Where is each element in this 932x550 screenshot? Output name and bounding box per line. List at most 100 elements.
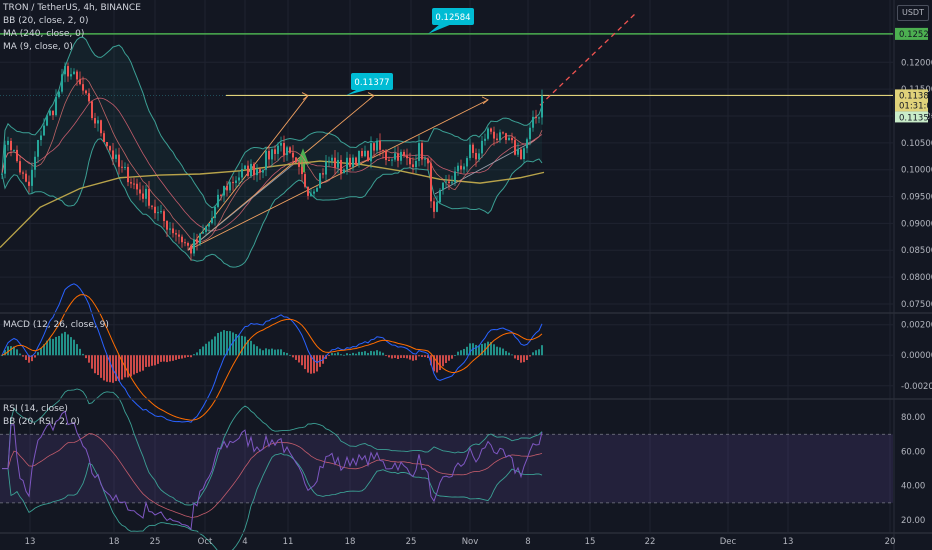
x-tick-label: 20 [885, 537, 896, 547]
callout-top[interactable]: 0.12584 [428, 8, 474, 34]
legend-rsi[interactable]: RSI (14, close) [3, 404, 68, 414]
candle-body [283, 142, 285, 156]
x-tick-label: 15 [585, 537, 596, 547]
macd-histogram-bar [232, 332, 234, 356]
macd-histogram-bar [490, 342, 492, 356]
macd-histogram-bar [532, 352, 534, 356]
tag-green-level: 0.12529 [895, 27, 932, 40]
candle-body [178, 234, 180, 237]
legend-ma9[interactable]: MA (9, close, 0) [3, 42, 73, 52]
candle-body [1, 173, 3, 175]
candle-body [463, 166, 465, 170]
candle-body [523, 148, 525, 160]
macd-histogram-bar [541, 345, 543, 356]
candle-body [295, 157, 297, 163]
macd-histogram-bar [469, 343, 471, 356]
legend-bb[interactable]: BB (20, close, 2, 0) [3, 16, 89, 26]
macd-histogram-bar [253, 344, 255, 356]
candle-body [25, 173, 27, 182]
macd-histogram-bar [202, 346, 204, 356]
macd-histogram-bar [166, 355, 168, 363]
macd-histogram-bar [454, 355, 456, 356]
x-tick-label: 25 [150, 537, 161, 547]
macd-histogram-bar [220, 331, 222, 356]
callout-top-tail [428, 24, 452, 34]
macd-histogram-bar [184, 355, 186, 358]
macd-histogram-bar [85, 355, 87, 359]
candle-body [160, 211, 162, 213]
callout-mid-text: 0.11377 [354, 78, 389, 88]
trend-lines [187, 13, 636, 251]
macd-histogram-bar [268, 349, 270, 356]
macd-histogram-bar [145, 355, 147, 367]
macd-histogram-bar [118, 355, 120, 381]
candle-body [286, 147, 288, 156]
callout-mid[interactable]: 0.11377 [346, 73, 393, 96]
macd-histogram-bar [292, 355, 294, 358]
candle-body [430, 163, 432, 202]
candle-body [268, 150, 270, 160]
macd-histogram-bar [460, 350, 462, 356]
candle-body [16, 149, 18, 162]
candle-body [406, 155, 408, 159]
candle-body [196, 239, 198, 244]
candle-body [58, 91, 60, 97]
candle-body [130, 182, 132, 184]
macd-histogram-bar [307, 355, 309, 373]
macd-histogram-bar [49, 338, 51, 356]
macd-histogram-bar [499, 347, 501, 356]
candle-body [400, 151, 402, 161]
macd-histogram-bar [493, 344, 495, 356]
candle-body [370, 143, 372, 162]
macd-histogram-bar [142, 355, 144, 371]
macd-histogram-bar [277, 349, 279, 356]
macd-histogram-bar [304, 355, 306, 370]
candle-body [475, 152, 477, 160]
candle-body [151, 205, 153, 207]
macd-histogram-bar [223, 330, 225, 356]
candle-body [211, 217, 213, 224]
macd-histogram-bar [334, 353, 336, 356]
candle-body [169, 228, 171, 230]
macd-histogram-bar [109, 355, 111, 383]
candle-body [490, 128, 492, 132]
macd-histogram-bar [151, 355, 153, 366]
x-tick-label: 13 [25, 537, 36, 547]
legend-rsi-bb[interactable]: BB (20, RSI, 2, 0) [3, 417, 80, 427]
candle-body [517, 149, 519, 155]
macd-histogram-bar [265, 348, 267, 356]
candle-body [241, 168, 243, 178]
macd-histogram-bar [1, 355, 3, 357]
macd-histogram-bar [367, 352, 369, 356]
rsi-tick-label: 40.00 [901, 482, 925, 492]
currency-unit-badge[interactable]: USDT [897, 5, 929, 21]
candle-body [274, 149, 276, 154]
macd-histogram-bar [529, 355, 531, 357]
rsi-band [0, 433, 893, 504]
macd-histogram-bar [289, 354, 291, 356]
candle-body [313, 191, 315, 194]
candle-body [541, 95, 543, 118]
tag-ma-rect [895, 111, 928, 123]
candle-body [97, 120, 99, 124]
macd-histogram-bar [364, 351, 366, 356]
candle-body [349, 157, 351, 167]
candle-body [391, 159, 393, 161]
macd-histogram-bar [466, 346, 468, 356]
legend-ma240[interactable]: MA (240, close, 0) [3, 29, 85, 39]
macd-histogram-bar [211, 339, 213, 356]
legend-macd[interactable]: MACD (12, 26, close, 9) [3, 320, 109, 330]
macd-plot [1, 283, 543, 423]
candle-body [337, 159, 339, 168]
candle-body [511, 137, 513, 141]
candle-body [466, 158, 468, 167]
candle-body [34, 156, 36, 170]
macd-histogram-bar [355, 353, 357, 356]
